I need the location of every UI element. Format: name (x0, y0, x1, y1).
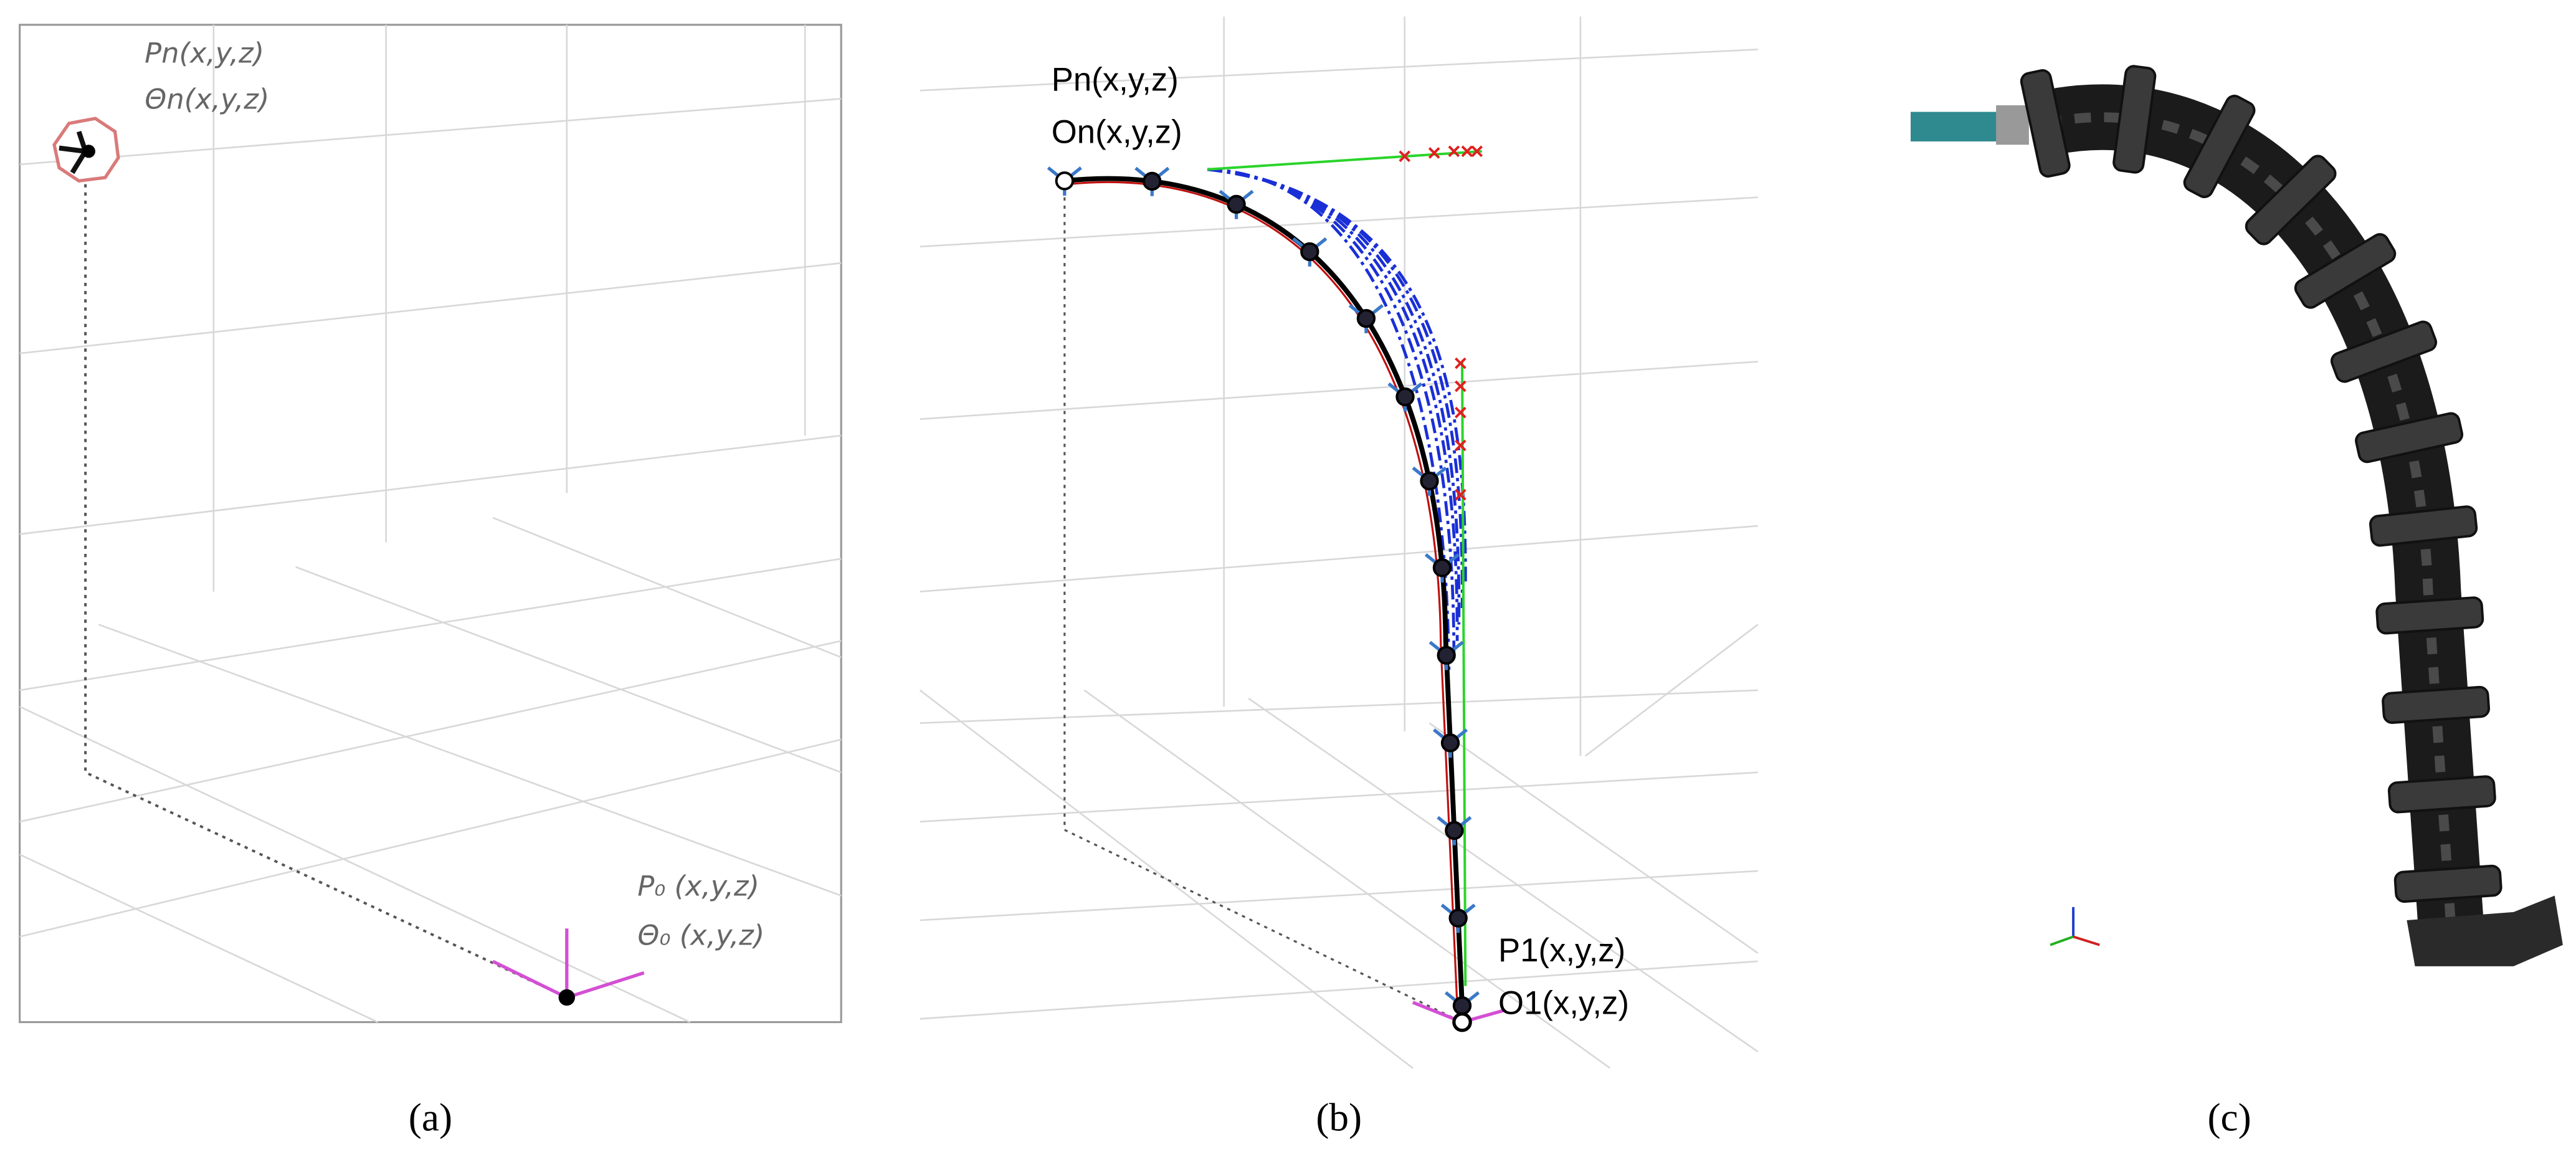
axis-triad (2050, 907, 2100, 946)
base-frame-part (566, 971, 645, 999)
grid (919, 16, 1759, 1069)
end-point (82, 145, 95, 158)
panel-label: (a) (409, 1096, 452, 1140)
joint-node (1452, 996, 1472, 1016)
grid-part (1585, 624, 1759, 757)
grid-part (920, 771, 1758, 823)
disc (2393, 864, 2502, 903)
robot-discs (2020, 65, 2502, 903)
grid-part (1083, 689, 1611, 1069)
grid-part (19, 640, 842, 823)
joint-node (1420, 471, 1439, 491)
robot-cable (2044, 112, 2456, 929)
joint-node (1300, 242, 1319, 262)
grid-part (19, 262, 842, 355)
joint-node (1227, 194, 1246, 214)
base-frame (492, 928, 645, 999)
joint-node (1143, 171, 1162, 191)
disc (2382, 685, 2490, 724)
disc (2355, 412, 2464, 464)
grid-part (919, 689, 1414, 1069)
disc (2245, 155, 2337, 245)
annotation: Pn(x,y,z) (1052, 61, 1179, 98)
base-point (558, 989, 575, 1006)
grid-part (295, 566, 842, 773)
target-markers-part (1399, 145, 1483, 163)
panel-b: Pn(x,y,z) On(x,y,z) P1(x,y,z) O1(x,y,z) … (919, 16, 1759, 1140)
axis-triad-part (2050, 935, 2074, 946)
panel-c: (c) (1910, 65, 2563, 1140)
grid-part (19, 854, 379, 1023)
candidate-curves-part (1207, 168, 1451, 674)
joint-nodes (1047, 166, 1480, 1021)
annotation: Θn(x,y,z) (145, 82, 269, 115)
target-markers (1399, 145, 1483, 501)
grid-part (19, 434, 842, 535)
grid-part (98, 624, 842, 897)
joint-node (1440, 733, 1460, 753)
annotation: Θ₀ (x,y,z) (637, 919, 764, 952)
dotted-path (84, 151, 568, 999)
joint-node (1445, 821, 1464, 840)
grid-part (920, 960, 1758, 1020)
panel-a: Pn(x,y,z) Θn(x,y,z) P₀ (x,y,z) Θ₀ (x,y,z… (19, 24, 842, 1140)
annotation: On(x,y,z) (1052, 114, 1182, 151)
grid-part (1248, 697, 1759, 1053)
disc (2183, 95, 2256, 199)
disc (2387, 775, 2496, 814)
annotation: P₀ (x,y,z) (637, 869, 759, 902)
joint-node (1448, 908, 1468, 928)
disc (2330, 320, 2438, 383)
grid-part (492, 517, 842, 659)
panel-label: (c) (2207, 1096, 2251, 1140)
reference-curve (1067, 181, 1458, 1006)
grid (19, 24, 842, 1023)
base-point (1452, 1012, 1472, 1032)
disc (2294, 233, 2397, 309)
joint-node (1395, 387, 1415, 407)
robot-base (2407, 895, 2563, 966)
disc (2369, 505, 2478, 547)
end-frame-part (59, 145, 86, 154)
grid-part (920, 870, 1758, 921)
gripper (1910, 112, 2002, 142)
base-frame-part (492, 959, 568, 999)
panel-label: (b) (1316, 1096, 1362, 1140)
target-lines-part (1207, 150, 1482, 171)
candidate-curves-part (1207, 168, 1461, 625)
disc (2113, 65, 2157, 174)
joint-node (1356, 308, 1376, 328)
axis-triad-part (2073, 935, 2100, 946)
robot-curve (1064, 176, 1465, 1006)
grid-part (19, 738, 842, 938)
grid-part (920, 49, 1758, 92)
panel-frame (19, 24, 842, 1024)
grid-part (920, 525, 1758, 593)
grid-part (19, 558, 842, 692)
grid-part (920, 689, 1758, 724)
disc (2375, 596, 2484, 635)
target-markers-part (1455, 357, 1466, 501)
candidate-curves-part (1207, 168, 1456, 658)
grid-part (19, 98, 842, 166)
gripper-mount (1996, 105, 2029, 145)
annotation: P1(x,y,z) (1498, 932, 1625, 969)
annotation: Pn(x,y,z) (145, 36, 264, 69)
candidate-curves (1207, 168, 1467, 674)
annotation: O1(x,y,z) (1498, 984, 1629, 1021)
joint-node (1055, 171, 1075, 191)
grid-part (1428, 722, 1759, 954)
grid-part (920, 361, 1758, 421)
grid-part (19, 706, 691, 1023)
joint-node (1432, 558, 1452, 578)
candidate-curves-part (1207, 168, 1464, 608)
dotted-path (1063, 181, 1463, 1023)
disc (2020, 69, 2071, 178)
joint-node (1437, 645, 1456, 665)
target-lines-part (1461, 361, 1467, 986)
